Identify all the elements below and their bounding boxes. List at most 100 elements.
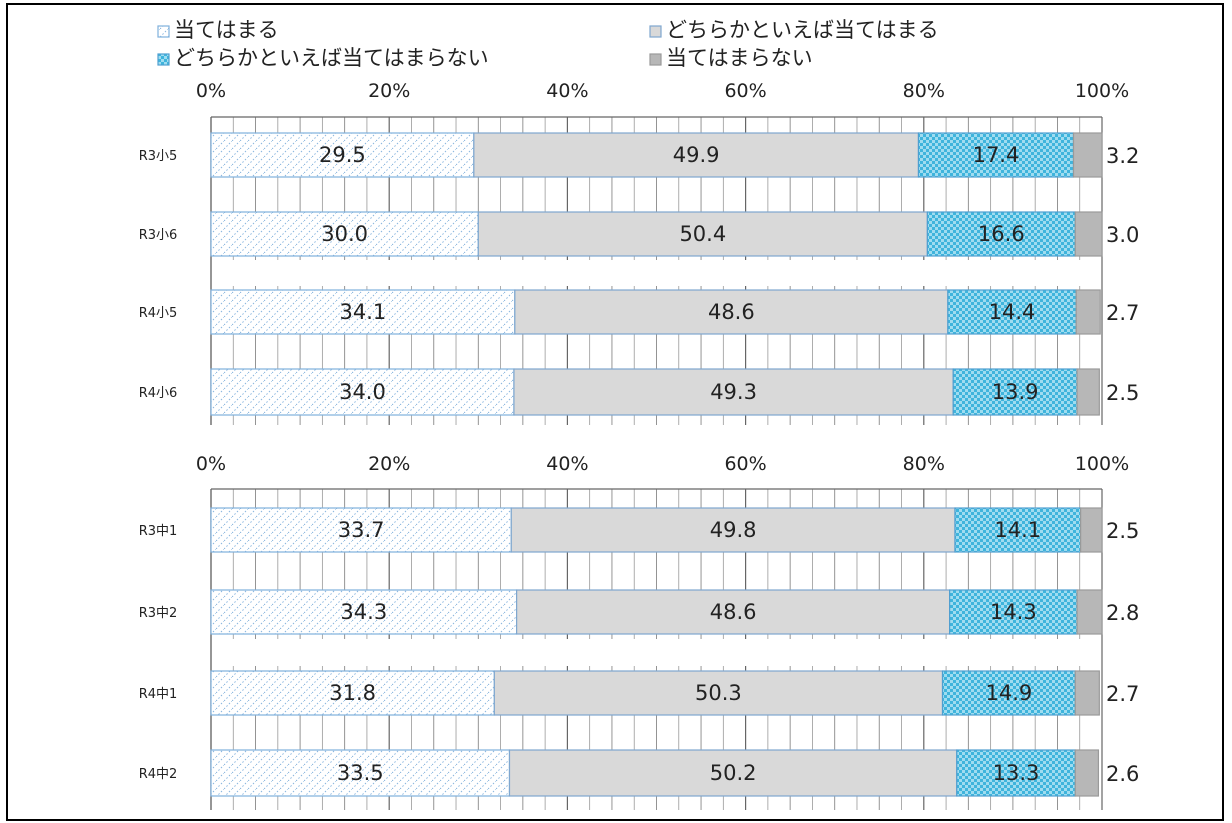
data-label: 33.7 <box>338 518 385 542</box>
category-label: R4中1 <box>139 687 178 702</box>
group-gap <box>212 639 1101 666</box>
bar-segment <box>947 289 1077 335</box>
data-label: 2.7 <box>1106 682 1139 706</box>
data-label: 50.4 <box>679 222 726 246</box>
bar-row: R3小5 29.5 49.9 17.4 3.2 <box>139 132 1139 178</box>
bar-segment <box>1074 749 1100 797</box>
bar-row: R3中1 33.7 49.8 14.1 2.5 <box>139 507 1139 553</box>
data-label: 13.9 <box>992 380 1039 404</box>
category-label: R3中1 <box>139 524 178 539</box>
data-label: 17.4 <box>973 143 1020 167</box>
legend-item: 当てはまらない <box>649 46 813 70</box>
bar-segment <box>1072 132 1103 178</box>
chart-panel: 0% 20% 40% 60% 80% 100%R3小5 29.5 49.9 17.4 3.2R3小… <box>139 80 1139 425</box>
legend-label: 当てはまらない <box>666 46 813 70</box>
bar-segment <box>210 132 475 178</box>
data-label: 2.7 <box>1106 301 1139 325</box>
data-label: 2.5 <box>1106 381 1139 405</box>
data-label: 50.2 <box>710 761 757 785</box>
bar-segment <box>1080 507 1103 553</box>
bar-segment <box>210 211 479 257</box>
bar-row: R4小6 34.0 49.3 13.9 2.5 <box>139 368 1139 416</box>
bar-segment <box>516 589 951 635</box>
data-label: 48.6 <box>710 600 757 624</box>
legend-item: どちらかといえば当てはまらない <box>157 46 489 70</box>
data-label: 14.4 <box>989 300 1036 324</box>
x-tick-label: 40% <box>546 453 588 475</box>
bar-segment <box>210 368 515 416</box>
bar-segment <box>1075 289 1101 335</box>
data-label: 2.6 <box>1106 762 1139 786</box>
data-label: 48.6 <box>708 300 755 324</box>
legend-swatch <box>157 53 170 66</box>
data-label: 49.9 <box>673 143 720 167</box>
category-label: R4中2 <box>139 767 178 782</box>
bar-row: R4中2 33.5 50.2 13.3 2.6 <box>139 749 1139 797</box>
data-label: 3.0 <box>1106 223 1139 247</box>
data-label: 14.9 <box>986 681 1033 705</box>
bar-segment <box>210 670 495 716</box>
legend-label: どちらかといえば当てはまらない <box>174 46 489 70</box>
legend-label: どちらかといえば当てはまる <box>666 18 939 42</box>
legend-swatch <box>649 25 662 38</box>
x-tick-label: 0% <box>196 80 226 102</box>
bar-segment <box>956 749 1076 797</box>
legend-label: 当てはまる <box>174 18 279 42</box>
category-label: R4小5 <box>139 306 178 321</box>
bar-segment <box>1076 589 1103 635</box>
bar-row: R4小5 34.1 48.6 14.4 2.7 <box>139 289 1139 335</box>
bar-segment <box>941 670 1076 716</box>
x-tick-label: 100% <box>1075 453 1129 475</box>
data-label: 29.5 <box>319 143 366 167</box>
bar-segment <box>210 749 511 797</box>
bar-segment <box>477 211 928 257</box>
chart-frame: 当てはまる どちらかといえば当てはまるどちらかといえば当てはまらない 当てはまらない… <box>6 3 1224 821</box>
data-label: 14.1 <box>994 518 1041 542</box>
bar-segment <box>510 507 956 553</box>
x-tick-label: 100% <box>1075 80 1129 102</box>
legend-item: 当てはまる <box>157 18 279 42</box>
bar-row: R4中1 31.8 50.3 14.9 2.7 <box>139 670 1139 716</box>
category-label: R3小6 <box>139 228 178 243</box>
x-tick-label: 60% <box>724 80 766 102</box>
legend-item: どちらかといえば当てはまる <box>649 18 939 42</box>
bar-segment <box>1074 670 1100 716</box>
data-label: 49.8 <box>710 518 757 542</box>
data-label: 34.1 <box>340 300 387 324</box>
bar-segment <box>917 132 1075 178</box>
x-tick-label: 80% <box>903 80 945 102</box>
x-tick-label: 0% <box>196 453 226 475</box>
x-tick-label: 20% <box>368 80 410 102</box>
bar-segment <box>1074 211 1103 257</box>
data-label: 2.5 <box>1106 519 1139 543</box>
data-label: 34.0 <box>339 380 386 404</box>
data-label: 33.5 <box>337 761 384 785</box>
bar-row: R3中2 34.3 48.6 14.3 2.8 <box>139 589 1139 635</box>
x-tick-label: 60% <box>724 453 766 475</box>
data-label: 3.2 <box>1106 144 1139 168</box>
x-tick-label: 80% <box>903 453 945 475</box>
data-label: 50.3 <box>695 681 742 705</box>
legend-swatch <box>157 25 170 38</box>
legend-swatch <box>649 53 662 66</box>
data-label: 16.6 <box>978 222 1025 246</box>
bar-segment <box>513 368 954 416</box>
bar-segment <box>210 507 512 553</box>
group-gap <box>212 260 1101 286</box>
data-label: 30.0 <box>321 222 368 246</box>
category-label: R4小6 <box>139 386 178 401</box>
data-label: 2.8 <box>1106 601 1139 625</box>
data-label: 34.3 <box>340 600 387 624</box>
bar-segment <box>508 749 958 797</box>
bar-segment <box>1076 368 1100 416</box>
category-label: R3小5 <box>139 149 178 164</box>
data-label: 31.8 <box>329 681 376 705</box>
x-tick-label: 20% <box>368 453 410 475</box>
data-label: 13.3 <box>993 761 1040 785</box>
data-label: 14.3 <box>990 600 1037 624</box>
bar-segment <box>954 507 1082 553</box>
category-label: R3中2 <box>139 606 178 621</box>
bar-segment <box>473 132 920 178</box>
bar-row: R3小6 30.0 50.4 16.6 3.0 <box>139 211 1139 257</box>
